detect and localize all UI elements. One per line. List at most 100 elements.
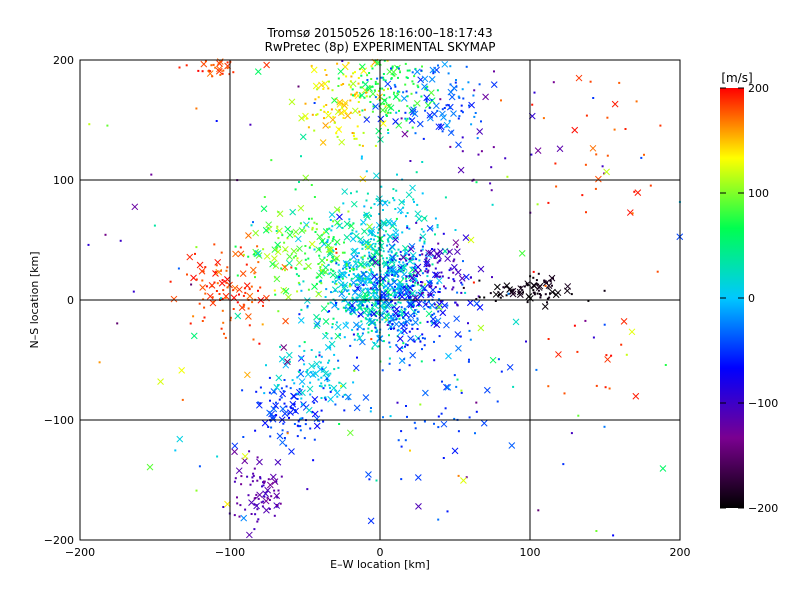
dot-marker bbox=[353, 95, 356, 98]
dot-marker bbox=[360, 155, 363, 158]
x-marker bbox=[282, 361, 290, 369]
dot-marker bbox=[247, 494, 250, 497]
dot-marker bbox=[440, 412, 443, 415]
dot-marker bbox=[382, 76, 385, 79]
dot-marker bbox=[256, 508, 259, 511]
dot-marker bbox=[533, 91, 536, 94]
dot-marker bbox=[308, 217, 310, 220]
dot-marker bbox=[252, 338, 255, 341]
dot-marker bbox=[408, 291, 411, 294]
dot-marker bbox=[394, 95, 397, 98]
x-marker bbox=[322, 122, 329, 129]
dot-marker bbox=[420, 228, 423, 231]
dot-marker bbox=[380, 291, 383, 294]
dot-marker bbox=[332, 237, 335, 240]
dot-marker bbox=[256, 456, 259, 459]
x-marker bbox=[506, 363, 514, 371]
dot-marker bbox=[606, 154, 609, 157]
dot-marker bbox=[249, 483, 252, 486]
dot-marker bbox=[474, 432, 476, 435]
dot-marker bbox=[394, 296, 397, 299]
dot-marker bbox=[631, 212, 634, 215]
dot-marker bbox=[269, 435, 272, 438]
dot-marker bbox=[489, 292, 492, 295]
dot-marker bbox=[387, 132, 390, 134]
x-marker bbox=[331, 97, 338, 104]
dot-marker bbox=[413, 299, 416, 302]
dot-marker bbox=[365, 318, 368, 321]
x-marker bbox=[445, 352, 452, 360]
dot-marker bbox=[536, 292, 539, 295]
dot-marker bbox=[431, 263, 434, 266]
dot-marker bbox=[262, 304, 264, 307]
dot-marker bbox=[424, 260, 427, 263]
dot-marker bbox=[420, 284, 423, 287]
dot-marker bbox=[351, 132, 354, 134]
dot-marker bbox=[444, 287, 447, 290]
x-marker bbox=[262, 226, 270, 234]
dot-marker bbox=[329, 260, 332, 263]
x-marker bbox=[392, 309, 400, 317]
x-marker bbox=[352, 321, 360, 329]
dot-marker bbox=[384, 200, 387, 203]
dot-marker bbox=[366, 192, 369, 195]
dot-marker bbox=[526, 301, 529, 304]
dot-marker bbox=[413, 421, 416, 424]
dot-marker bbox=[348, 266, 351, 269]
dot-marker bbox=[396, 275, 399, 278]
dot-marker bbox=[497, 358, 500, 361]
x-marker bbox=[336, 213, 343, 221]
dot-marker bbox=[399, 301, 402, 304]
dot-marker bbox=[87, 243, 90, 246]
dot-marker bbox=[373, 281, 376, 284]
dot-marker bbox=[361, 243, 364, 246]
x-marker bbox=[437, 123, 445, 131]
dot-marker bbox=[433, 248, 436, 251]
dot-marker bbox=[328, 125, 331, 128]
dot-marker bbox=[369, 410, 372, 413]
dot-marker bbox=[425, 267, 428, 270]
dot-marker bbox=[318, 317, 321, 320]
x-marker bbox=[535, 284, 543, 291]
dot-marker bbox=[215, 264, 218, 267]
dot-marker bbox=[295, 267, 298, 270]
dot-marker bbox=[282, 390, 285, 393]
x-marker bbox=[531, 282, 538, 290]
dot-marker bbox=[387, 282, 390, 285]
cluster-green-south-mid bbox=[263, 317, 355, 420]
dot-marker bbox=[433, 255, 436, 258]
dot-marker bbox=[358, 110, 361, 113]
dot-marker bbox=[354, 93, 356, 96]
dot-marker bbox=[296, 290, 299, 293]
dot-marker bbox=[433, 359, 436, 362]
dot-marker bbox=[395, 318, 398, 321]
dot-marker bbox=[220, 297, 222, 300]
dot-marker bbox=[585, 114, 588, 117]
dot-marker bbox=[362, 131, 365, 134]
dot-marker bbox=[349, 99, 352, 102]
x-marker bbox=[246, 531, 253, 539]
dot-marker bbox=[305, 370, 308, 373]
dot-marker bbox=[242, 436, 245, 438]
dot-marker bbox=[439, 300, 442, 303]
dot-marker bbox=[298, 388, 301, 390]
x-marker bbox=[327, 246, 334, 254]
dot-marker bbox=[304, 245, 307, 247]
x-marker bbox=[196, 261, 204, 269]
dot-marker bbox=[239, 504, 242, 507]
x-marker bbox=[426, 279, 433, 287]
x-marker bbox=[322, 370, 330, 377]
x-marker bbox=[391, 278, 398, 286]
dot-marker bbox=[389, 300, 392, 303]
dot-marker bbox=[299, 417, 302, 420]
dot-marker bbox=[361, 247, 364, 250]
dot-marker bbox=[384, 317, 387, 319]
dot-marker bbox=[419, 321, 422, 324]
dot-marker bbox=[438, 291, 441, 293]
dot-marker bbox=[273, 514, 276, 517]
colorbar-tick-label: 0 bbox=[748, 292, 755, 305]
x-marker bbox=[334, 323, 342, 331]
dot-marker bbox=[285, 385, 288, 388]
x-marker bbox=[440, 420, 448, 428]
dot-marker bbox=[408, 318, 411, 321]
